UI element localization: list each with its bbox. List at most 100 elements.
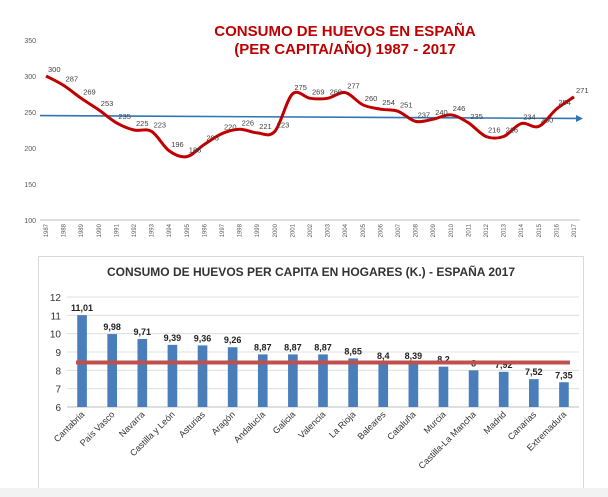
chart1-subtitle: (PER CAPITA/AÑO) 1987 - 2017 (234, 40, 455, 58)
x-tick-label: 2010 (449, 223, 455, 237)
data-label: 260 (365, 94, 378, 103)
value-label: 7,35 (555, 370, 573, 380)
bar-chart-regions: CONSUMO DE HUEVOS PER CAPITA EN HOGARES … (50, 264, 579, 471)
category-label: Navarra (117, 409, 147, 439)
category-label: Galicia (271, 409, 298, 436)
x-tick-label: 2004 (343, 223, 349, 237)
x-tick-label: 2003 (326, 223, 332, 237)
bar (257, 354, 268, 407)
y-tick-label: 7 (55, 385, 61, 396)
y-tick-label: 150 (24, 182, 36, 189)
value-label: 11,01 (71, 303, 93, 313)
bar (288, 354, 298, 407)
bar (107, 334, 117, 407)
bar (468, 370, 479, 407)
data-label: 251 (400, 100, 413, 109)
y-tick-label: 12 (50, 293, 62, 304)
data-label: 220 (224, 123, 237, 132)
bar (378, 363, 389, 407)
value-label: 9,36 (194, 333, 212, 343)
bar (498, 371, 509, 407)
chart2-title: CONSUMO DE HUEVOS PER CAPITA EN HOGARES … (107, 264, 515, 279)
bar (438, 366, 449, 407)
x-tick-label: 1999 (255, 223, 261, 237)
bottom-strip (0, 488, 608, 497)
category-label: Andalucía (232, 409, 267, 444)
data-label: 235 (118, 112, 131, 121)
x-tick-label: 2005 (361, 223, 367, 237)
bar (167, 344, 178, 407)
x-tick-label: 1994 (167, 223, 173, 237)
x-tick-label: 1996 (202, 223, 208, 237)
y-tick-label: 350 (24, 38, 36, 45)
value-label: 8,87 (284, 342, 302, 352)
x-tick-label: 2013 (502, 223, 508, 237)
x-tick-label: 2007 (396, 223, 402, 237)
value-label: 9,71 (134, 327, 152, 337)
data-label: 226 (242, 118, 255, 127)
value-label: 8,87 (254, 342, 272, 352)
value-label: 8,4 (377, 351, 390, 361)
data-label: 269 (330, 87, 343, 96)
data-label: 230 (541, 115, 554, 124)
series-line (45, 74, 575, 159)
x-tick-label: 2011 (466, 223, 472, 237)
data-label: 277 (347, 82, 360, 91)
y-tick-label: 6 (55, 403, 61, 414)
data-label: 221 (259, 122, 272, 131)
bar-chart-frame: CONSUMO DE HUEVOS PER CAPITA EN HOGARES … (38, 256, 584, 490)
y-tick-label: 11 (51, 311, 62, 322)
data-label: 275 (294, 83, 307, 92)
bar (559, 382, 569, 407)
x-tick-label: 1991 (114, 223, 120, 237)
chart1-title: CONSUMO DE HUEVOS EN ESPAÑA (214, 22, 476, 40)
data-label: 269 (312, 87, 325, 96)
category-label: Castilla-La Mancha (416, 409, 478, 471)
y-tick-label: 300 (24, 74, 36, 81)
category-label: Aragón (209, 409, 237, 437)
x-tick-label: 2000 (273, 223, 279, 237)
trend-line (39, 114, 577, 120)
x-tick-label: 2001 (290, 223, 296, 237)
y-tick-label: 10 (50, 330, 62, 341)
data-label: 246 (453, 104, 466, 113)
value-label: 8,39 (405, 351, 423, 361)
y-tick-label: 9 (55, 348, 61, 359)
data-label: 300 (48, 65, 61, 74)
y-tick-label: 8 (55, 366, 61, 377)
bar (529, 379, 539, 407)
data-label: 269 (83, 87, 96, 96)
category-label: Valencia (296, 409, 327, 440)
x-tick-label: 1997 (220, 223, 226, 237)
y-tick-label: 200 (24, 146, 36, 153)
data-label: 235 (470, 112, 483, 121)
x-tick-label: 2014 (519, 223, 525, 237)
data-label: 271 (576, 86, 589, 95)
value-label: 7,52 (525, 367, 543, 377)
data-label: 196 (171, 140, 184, 149)
x-tick-label: 1989 (79, 223, 85, 237)
category-label: Cataluña (385, 409, 418, 442)
data-label: 216 (506, 125, 519, 134)
category-label: La Rioja (327, 409, 357, 439)
data-label: 216 (488, 125, 501, 134)
value-label: 8,2 (437, 355, 450, 365)
category-label: Baleares (355, 409, 388, 442)
value-label: 9,39 (164, 333, 182, 343)
trend-arrowhead (576, 114, 583, 122)
data-label: 205 (206, 133, 219, 142)
category-label: Murcia (422, 409, 448, 435)
data-label: 253 (101, 99, 114, 108)
x-tick-label: 2006 (378, 223, 384, 237)
x-tick-label: 1992 (132, 223, 138, 237)
value-label: 8,65 (344, 346, 362, 356)
x-tick-label: 2016 (554, 223, 560, 237)
value-label: 9,26 (224, 335, 242, 345)
bar (137, 338, 148, 407)
x-tick-label: 1990 (97, 223, 103, 237)
x-tick-label: 2017 (572, 223, 578, 237)
category-label: Asturias (177, 409, 207, 439)
x-tick-label: 1998 (238, 223, 244, 237)
data-label: 287 (66, 74, 79, 83)
x-tick-label: 2002 (308, 223, 314, 237)
